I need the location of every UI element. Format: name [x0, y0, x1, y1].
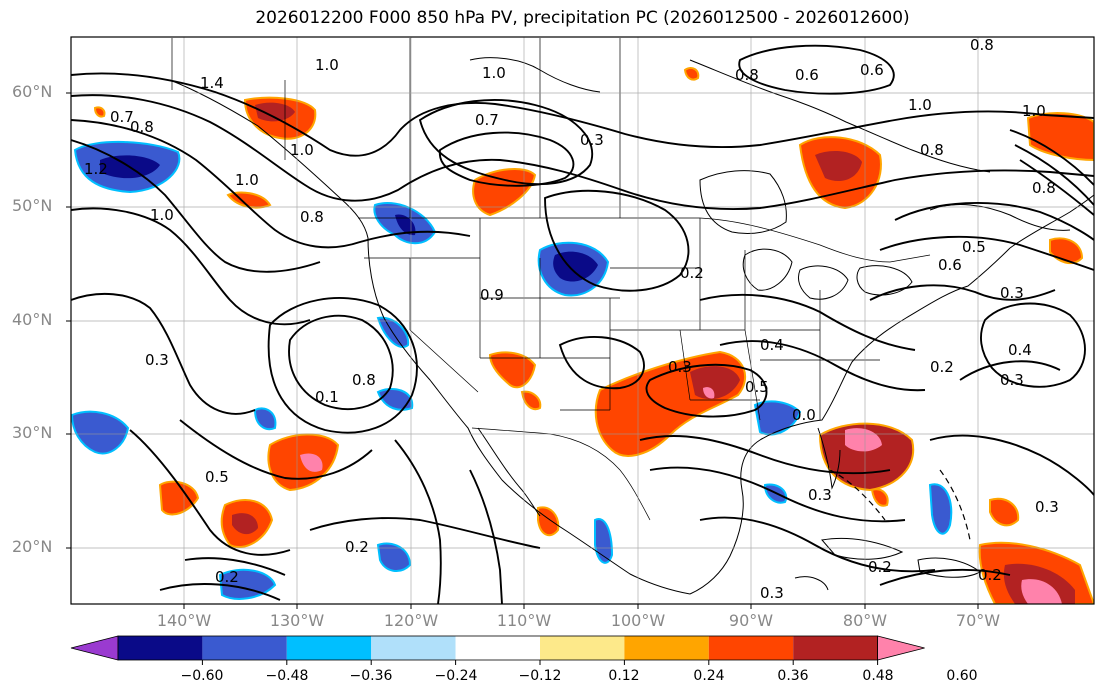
contour-label: 0.8: [1032, 179, 1056, 197]
lon-label-100w: 100°W: [610, 611, 666, 630]
colorbar-segment: [624, 636, 709, 660]
contour-label: 1.0: [290, 141, 314, 159]
contour-label: 0.7: [110, 108, 134, 126]
lon-label-80w: 80°W: [842, 611, 888, 630]
precip-shading: [71, 67, 1094, 604]
contour-label: 0.5: [205, 468, 229, 486]
colorbar-label: 0.24: [693, 668, 725, 684]
colorbar-label: 0.48: [862, 668, 894, 684]
lon-label-140w: 140°W: [156, 611, 212, 630]
contour-label: 1.0: [1022, 102, 1046, 120]
contour-label: 1.0: [150, 206, 174, 224]
lat-label-40n: 40°N: [12, 310, 53, 329]
colorbar-label: −0.60: [180, 668, 224, 684]
contour-label: 0.6: [795, 66, 819, 84]
colorbar-outline: [117, 635, 878, 661]
graticule: [71, 37, 1094, 604]
colorbar-label: 0.60: [946, 668, 978, 684]
lon-label-130w: 130°W: [269, 611, 325, 630]
pv-contours: [71, 44, 1094, 604]
contour-label-group: 1.4 1.2 1.0 1.0 1.0 1.0 1.0 1.0 1.0 0.8 …: [84, 36, 1059, 602]
axis-ticks: [66, 92, 979, 609]
lon-label-120w: 120°W: [383, 611, 439, 630]
colorbar-segment: [708, 636, 794, 660]
contour-label: 0.1: [315, 388, 339, 406]
colorbar-segment: [793, 636, 878, 660]
contour-label: 0.4: [1008, 341, 1032, 359]
contour-label: 0.6: [938, 256, 962, 274]
contour-label: 0.8: [970, 36, 994, 54]
contour-label: 0.8: [300, 208, 324, 226]
colorbar-label: 0.12: [608, 668, 640, 684]
contour-label: 1.2: [84, 160, 108, 178]
colorbar-segment: [455, 636, 540, 660]
colorbar-label: −0.36: [349, 668, 393, 684]
contour-label: 0.8: [130, 118, 154, 136]
contour-label: 0.0: [792, 406, 816, 424]
contour-label: 1.0: [235, 171, 259, 189]
colorbar-segment: [202, 636, 287, 660]
contour-label: 0.5: [962, 238, 986, 256]
lat-label-20n: 20°N: [12, 537, 53, 556]
colorbar-segment: [286, 636, 372, 660]
lon-label-110w: 110°W: [496, 611, 552, 630]
colorbar-segment: [540, 636, 625, 660]
contour-label: 0.8: [352, 371, 376, 389]
colorbar-label: −0.12: [518, 668, 562, 684]
contour-label: 0.8: [735, 66, 759, 84]
colorbar-extend-high: [877, 635, 925, 661]
colorbar-label: 0.36: [777, 668, 809, 684]
contour-label: 1.0: [482, 64, 506, 82]
contour-label: 0.7: [475, 111, 499, 129]
contour-label: 0.3: [668, 358, 692, 376]
contour-label: 0.6: [860, 61, 884, 79]
colorbar-segment: [371, 636, 456, 660]
colorbar-label: −0.48: [265, 668, 309, 684]
lat-label-30n: 30°N: [12, 423, 53, 442]
contour-label: 0.2: [978, 566, 1002, 584]
lon-label-70w: 70°W: [955, 611, 1001, 630]
coastlines: [169, 57, 1094, 595]
contour-label: 0.3: [808, 486, 832, 504]
contour-label: 0.3: [1000, 371, 1024, 389]
contour-label: 0.4: [760, 336, 784, 354]
contour-label: 0.8: [920, 141, 944, 159]
colorbar-extend-low: [70, 635, 119, 661]
contour-label: 0.2: [680, 264, 704, 282]
contour-label: 1.4: [200, 74, 224, 92]
contour-label: 0.3: [580, 131, 604, 149]
contour-label: 1.0: [908, 96, 932, 114]
lon-label-90w: 90°W: [728, 611, 774, 630]
colorbar: [70, 635, 925, 665]
contour-label: 0.9: [480, 286, 504, 304]
contour-label: 0.3: [1000, 284, 1024, 302]
colorbar-label: −0.24: [434, 668, 478, 684]
state-borders: [171, 38, 931, 521]
colorbar-segment: [118, 636, 203, 660]
lat-label-60n: 60°N: [12, 82, 53, 101]
contour-label: 0.2: [930, 358, 954, 376]
contour-label: 0.5: [745, 378, 769, 396]
lat-label-50n: 50°N: [12, 196, 53, 215]
map-title: 2026012200 F000 850 hPa PV, precipitatio…: [255, 8, 910, 28]
contour-label: 0.3: [145, 351, 169, 369]
contour-label: 0.3: [1035, 498, 1059, 516]
contour-label: 0.2: [215, 568, 239, 586]
contour-label: 1.0: [315, 56, 339, 74]
contour-label: 0.2: [345, 538, 369, 556]
contour-label: 0.3: [760, 584, 784, 602]
contour-label: 0.2: [868, 558, 892, 576]
